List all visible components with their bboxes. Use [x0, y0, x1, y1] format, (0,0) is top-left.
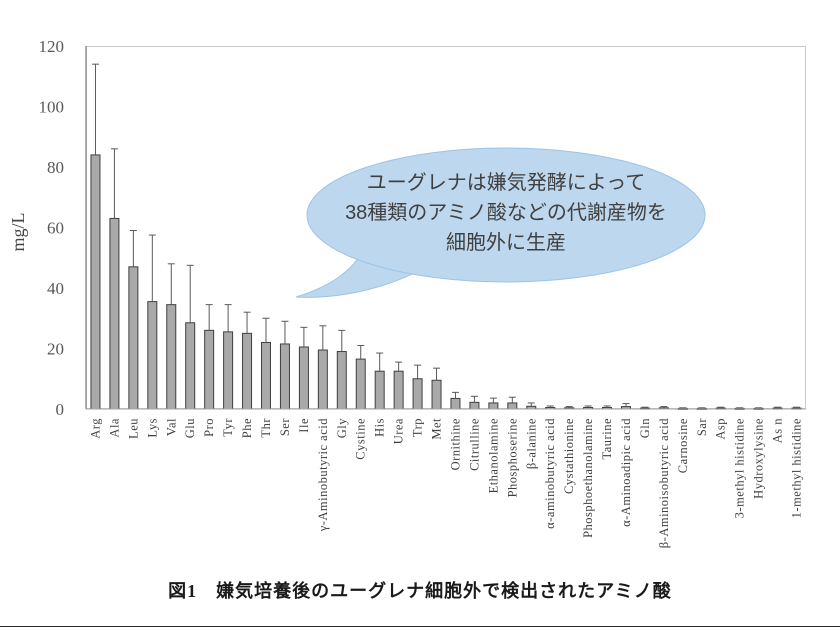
callout-text-line-1: ユーグレナは嫌気発酵によって — [367, 171, 645, 194]
category-label-β-alanine: β-alanine — [524, 418, 538, 469]
bar-Ser — [279, 343, 290, 410]
bar-Ornithine — [450, 397, 461, 410]
category-label-Arg: Arg — [88, 418, 102, 439]
category-label-Trp: Trp — [411, 418, 425, 437]
category-label-Thr: Thr — [259, 418, 273, 438]
category-label-Sar: Sar — [695, 418, 709, 437]
category-label-Pro: Pro — [202, 418, 216, 437]
y-tick-label: 40 — [47, 279, 64, 298]
category-label-Asp: Asp — [714, 418, 728, 440]
category-label-Lys: Lys — [145, 418, 159, 438]
category-label-Gln: Gln — [638, 418, 652, 439]
category-label-Gly: Gly — [335, 418, 349, 439]
category-label-Tyr: Tyr — [221, 418, 235, 437]
callout-bubble — [306, 147, 706, 283]
category-label-α-aminobutyric acid: α-aminobutyric acid — [543, 418, 557, 529]
callout-text-line-2: 38種類のアミノ酸などの代謝産物を — [345, 201, 667, 224]
category-label-3-methyl histidine: 3-methyl histidine — [733, 418, 747, 518]
category-label-Cystine: Cystine — [354, 418, 368, 460]
category-label-Val: Val — [164, 418, 178, 436]
bar-Phe — [242, 332, 253, 410]
category-label-His: His — [373, 418, 387, 437]
bar-Val — [166, 304, 177, 410]
category-label-γ-Aminobutyric acid: γ-Aminobutyric acid — [316, 418, 330, 533]
bar-Lys — [147, 301, 158, 410]
category-label-Ornithine: Ornithine — [448, 418, 462, 470]
category-label-Cystathionine: Cystathionine — [562, 418, 576, 494]
bar-His — [374, 370, 385, 410]
category-label-Citrulline: Citrulline — [467, 418, 481, 471]
category-label-Met: Met — [430, 418, 444, 440]
bar-Leu — [128, 266, 139, 410]
callout-text-line-3: 細胞外に生産 — [446, 231, 566, 254]
category-label-Ala: Ala — [107, 418, 121, 438]
category-label-Leu: Leu — [126, 418, 140, 439]
bar-Arg — [90, 154, 101, 410]
category-label-Phosphoserine: Phosphoserine — [505, 418, 519, 497]
category-label-Hydroxylysine: Hydroxylysine — [752, 418, 766, 499]
bar-Glu — [185, 322, 196, 410]
bar-Urea — [393, 370, 404, 410]
bar-Trp — [412, 378, 423, 410]
category-label-Taurine: Taurine — [600, 418, 614, 460]
category-label-Glu: Glu — [183, 418, 197, 439]
category-label-1-methyl histidine: 1-methyl histidine — [790, 418, 804, 518]
bottom-divider — [0, 626, 840, 627]
category-label-Phe: Phe — [240, 418, 254, 438]
category-label-Ile: Ile — [297, 418, 311, 433]
y-tick-label: 0 — [56, 400, 65, 419]
bar-Thr — [261, 341, 271, 410]
category-label-Urea: Urea — [392, 418, 406, 444]
bar-γ-Aminobutyric acid — [317, 349, 328, 410]
category-label-α-Aminoadipic acid: α-Aminoadipic acid — [619, 418, 633, 527]
category-label-As n: As n — [771, 418, 785, 444]
bar-Gly — [336, 351, 347, 410]
category-label-β-Aminoisobutyric acid: β-Aminoisobutyric acid — [657, 418, 671, 548]
category-label-Ethanolamine: Ethanolamine — [486, 418, 500, 493]
bar-Ala — [109, 217, 120, 410]
y-axis-title: mg/L — [8, 213, 28, 252]
bar-Tyr — [223, 331, 234, 410]
bar-Ethanolamine — [488, 402, 499, 410]
y-tick-label: 120 — [39, 37, 65, 56]
bar-Phosphoserine — [507, 402, 518, 410]
bar-Citrulline — [469, 401, 480, 410]
category-label-Carnosine: Carnosine — [676, 418, 690, 473]
category-label-Ser: Ser — [278, 418, 292, 437]
bar-Cystine — [355, 358, 366, 410]
y-tick-label: 80 — [47, 158, 64, 177]
bar-Met — [431, 379, 442, 410]
y-tick-label: 20 — [47, 340, 64, 359]
bar-Pro — [204, 329, 215, 410]
bar-Ile — [298, 346, 309, 410]
y-tick-label: 60 — [47, 219, 64, 238]
category-label-Phosphoethanolamine: Phosphoethanolamine — [581, 418, 595, 538]
figure-caption: 図1 嫌気培養後のユーグレナ細胞外で検出されたアミノ酸 — [168, 581, 672, 601]
y-tick-label: 100 — [39, 98, 65, 117]
